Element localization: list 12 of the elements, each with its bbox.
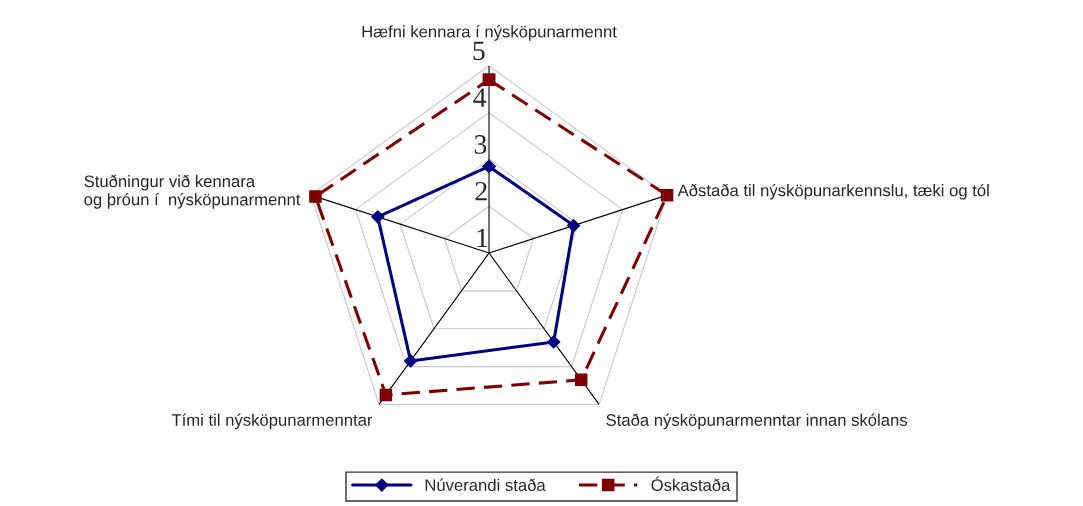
y-tick-label: 1: [477, 228, 488, 248]
y-tick-label: 4: [473, 88, 487, 107]
spoke-label: Hæfni kennara í nýsköpunarmennt: [362, 25, 617, 41]
legend-label: Núverandi staða: [425, 478, 546, 492]
spoke-label: Staða nýsköpunarmenntar innan skólans: [606, 413, 908, 430]
y-tick-label: 3: [474, 135, 487, 154]
legend-label: Óskastaða: [651, 476, 731, 492]
spoke-label: Tími til nýsköpunarmenntar: [171, 413, 373, 430]
y-tick-label: 5: [473, 41, 485, 61]
y-tick-label: 2: [475, 181, 487, 201]
spoke-label: Stuðningur við kennara og þróun í nýsköpunarmennt: [84, 174, 301, 209]
spoke-label: Aðstaða til nýsköpunarkennslu, tæki og tól: [677, 183, 989, 200]
